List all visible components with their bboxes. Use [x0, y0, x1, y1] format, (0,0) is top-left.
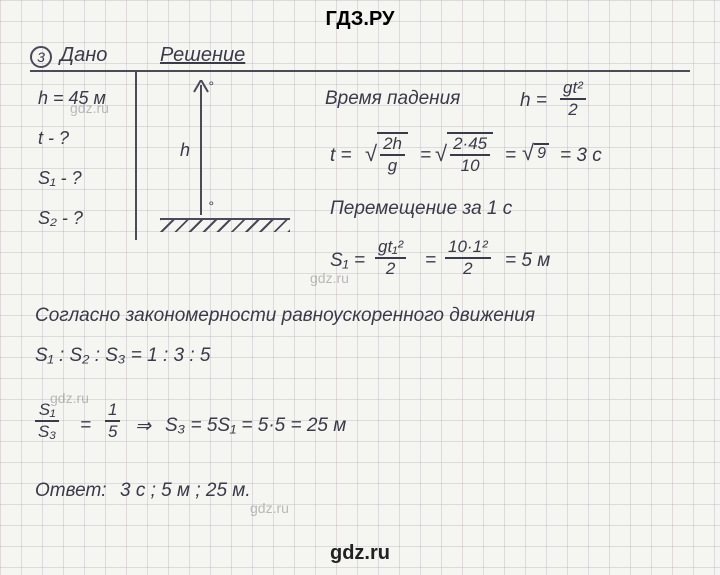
diagram-bottom-mark: °	[208, 198, 214, 214]
ratio-eq: S₁ : S₂ : S₃ = 1 : 3 : 5	[35, 345, 211, 367]
eq2-s3: 9	[534, 143, 549, 163]
eq2-lhs: t =	[330, 145, 352, 167]
given-t: t - ?	[38, 128, 69, 149]
site-header: ГДЗ.РУ	[0, 8, 720, 31]
given-label: Дано	[60, 44, 107, 67]
eq2-s1-num: 2h	[380, 134, 405, 156]
final-arrow: ⇒	[135, 415, 151, 438]
eq2-eq1: =	[420, 145, 431, 167]
eq3-lhs: S₁ =	[330, 250, 365, 272]
answer-label: Ответ:	[35, 480, 107, 502]
final-mid: 1 5	[105, 400, 120, 442]
eq3-eq1: =	[425, 250, 436, 272]
final-mid-den: 5	[105, 422, 120, 442]
diagram-h-label: h	[180, 140, 190, 161]
eq3-frac2: 10·1² 2	[445, 237, 491, 279]
final-lhs: S₁ S₃	[35, 400, 59, 442]
eq1-den: 2	[560, 100, 586, 120]
eq3-mid-num: 10·1²	[445, 237, 491, 259]
solution-content: 3 Дано Решение h = 45 м t - ? S₁ - ? S₂ …	[30, 40, 690, 535]
diagram-top-mark: °	[208, 78, 214, 94]
eq2-s2-num: 2·45	[450, 134, 490, 156]
problem-number: 3	[30, 46, 52, 68]
diagram-arrow	[200, 85, 202, 215]
eq1-num: gt²	[560, 78, 586, 100]
given-s1: S₁ - ?	[38, 168, 82, 189]
given-h: h = 45 м	[38, 88, 106, 109]
eq3-mid-den: 2	[445, 259, 491, 279]
eq2-s2-den: 10	[450, 156, 490, 176]
eq2-part1: √ 2h g	[365, 132, 408, 176]
eq3-num: gt₁²	[375, 237, 406, 259]
final-rhs: S₃ = 5S₁ = 5·5 = 25 м	[165, 415, 346, 437]
eq2-result: = 3 с	[560, 145, 602, 167]
given-s2: S₂ - ?	[38, 208, 83, 229]
final-eq1: =	[80, 415, 91, 437]
eq1-frac: gt² 2	[560, 78, 586, 120]
header-underline	[30, 70, 690, 72]
final-lhs-den: S₃	[35, 422, 59, 442]
eq1-lhs: h =	[520, 90, 547, 112]
time-label: Время падения	[325, 88, 460, 110]
ground-hatch	[160, 220, 290, 232]
eq2-s1-den: g	[380, 156, 405, 176]
answer-text: 3 с ; 5 м ; 25 м.	[120, 480, 251, 502]
eq3-result: = 5 м	[505, 250, 550, 272]
solution-label: Решение	[160, 44, 245, 67]
eq2-part2: √ 2·45 10	[435, 132, 493, 176]
given-separator	[135, 70, 137, 240]
eq2-eq2: =	[505, 145, 516, 167]
final-lhs-num: S₁	[35, 400, 59, 422]
displacement-label: Перемещение за 1 с	[330, 198, 512, 220]
ratio-text: Согласно закономерности равноускоренного…	[35, 305, 535, 327]
site-footer: gdz.ru	[0, 542, 720, 565]
eq3-frac1: gt₁² 2	[375, 237, 406, 279]
eq3-den: 2	[375, 259, 406, 279]
final-mid-num: 1	[105, 400, 120, 422]
eq2-part3: √9	[522, 140, 549, 166]
